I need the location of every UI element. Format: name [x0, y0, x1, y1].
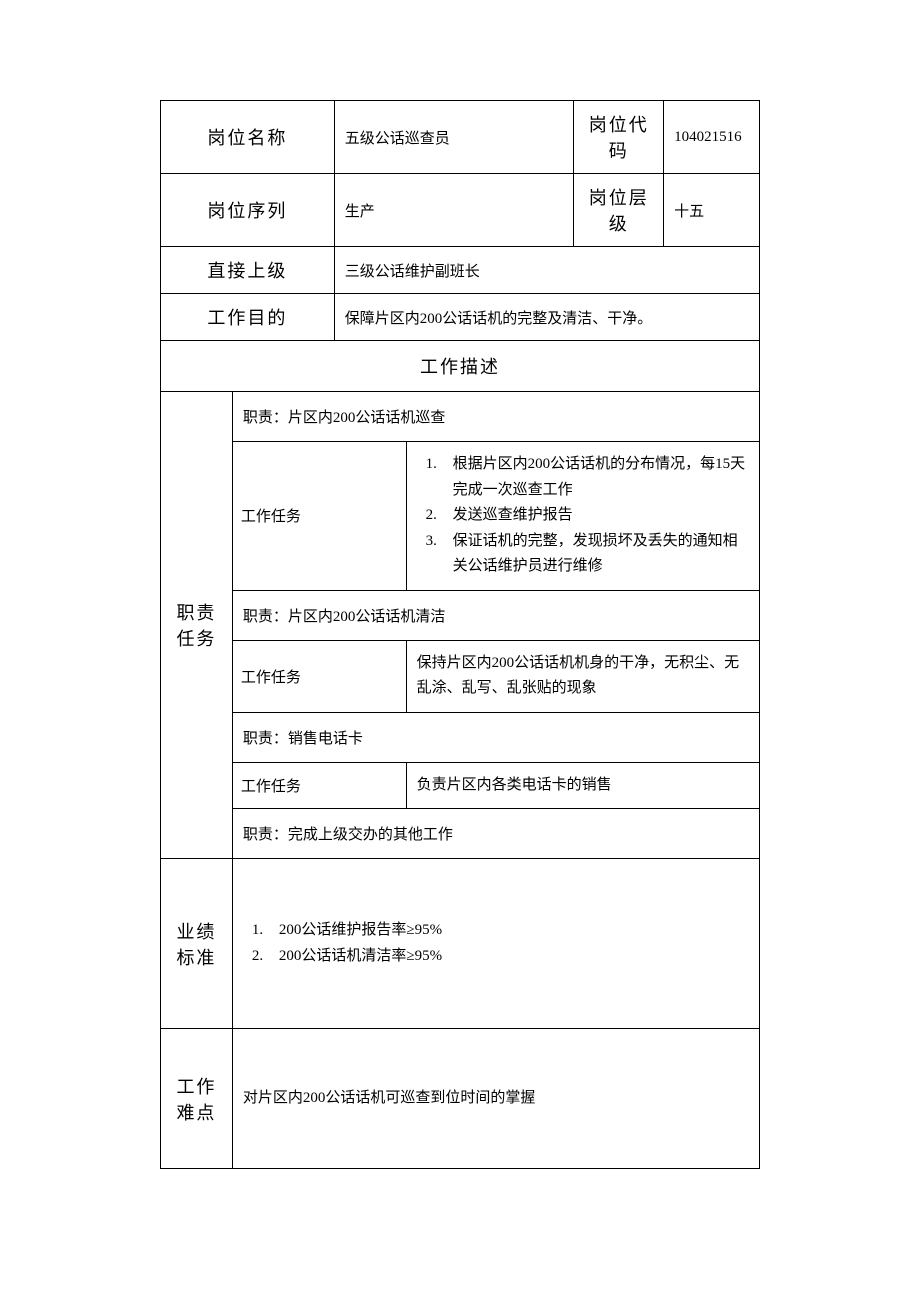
performance-items: 200公话维护报告率≥95% 200公话话机清洁率≥95% [232, 859, 759, 1029]
direct-superior-value: 三级公话维护副班长 [334, 247, 759, 294]
job-description-table: 岗位名称 五级公话巡查员 岗位代码 104021516 岗位序列 生产 岗位层级… [160, 100, 760, 1169]
position-level-value: 十五 [664, 174, 760, 247]
position-name-label: 岗位名称 [161, 101, 335, 174]
duty1-tasks: 根据片区内200公话话机的分布情况，每15天完成一次巡查工作 发送巡查维护报告 … [406, 442, 759, 591]
position-series-value: 生产 [334, 174, 574, 247]
position-name-value: 五级公话巡查员 [334, 101, 574, 174]
difficulty-section-label: 工作难点 [161, 1029, 233, 1169]
work-description-title: 工作描述 [161, 341, 760, 392]
performance-section-label: 业绩标准 [161, 859, 233, 1029]
performance-item-1: 200公话维护报告率≥95% [267, 918, 749, 944]
duty3-task-label: 工作任务 [232, 762, 406, 809]
work-purpose-label: 工作目的 [161, 294, 335, 341]
position-code-label: 岗位代码 [574, 101, 664, 174]
duty1-task-3: 保证话机的完整，发现损坏及丢失的通知相关公话维护员进行维修 [441, 529, 749, 580]
duty3-title: 职责：销售电话卡 [232, 712, 759, 762]
duties-section-label: 职责任务 [161, 392, 233, 859]
duty1-task-label: 工作任务 [232, 442, 406, 591]
position-level-label: 岗位层级 [574, 174, 664, 247]
duty2-title: 职责：片区内200公话话机清洁 [232, 590, 759, 640]
duty2-task-label: 工作任务 [232, 640, 406, 712]
direct-superior-label: 直接上级 [161, 247, 335, 294]
duty4-title: 职责：完成上级交办的其他工作 [232, 809, 759, 859]
duty2-task: 保持片区内200公话话机机身的干净，无积尘、无乱涂、乱写、乱张贴的现象 [406, 640, 759, 712]
duty1-task-1: 根据片区内200公话话机的分布情况，每15天完成一次巡查工作 [441, 452, 749, 503]
performance-item-2: 200公话话机清洁率≥95% [267, 944, 749, 970]
difficulty-content: 对片区内200公话话机可巡查到位时间的掌握 [232, 1029, 759, 1169]
work-purpose-value: 保障片区内200公话话机的完整及清洁、干净。 [334, 294, 759, 341]
position-series-label: 岗位序列 [161, 174, 335, 247]
duty3-task: 负责片区内各类电话卡的销售 [406, 762, 759, 809]
position-code-value: 104021516 [664, 101, 760, 174]
duty1-task-2: 发送巡查维护报告 [441, 503, 749, 529]
duty1-title: 职责：片区内200公话话机巡查 [232, 392, 759, 442]
